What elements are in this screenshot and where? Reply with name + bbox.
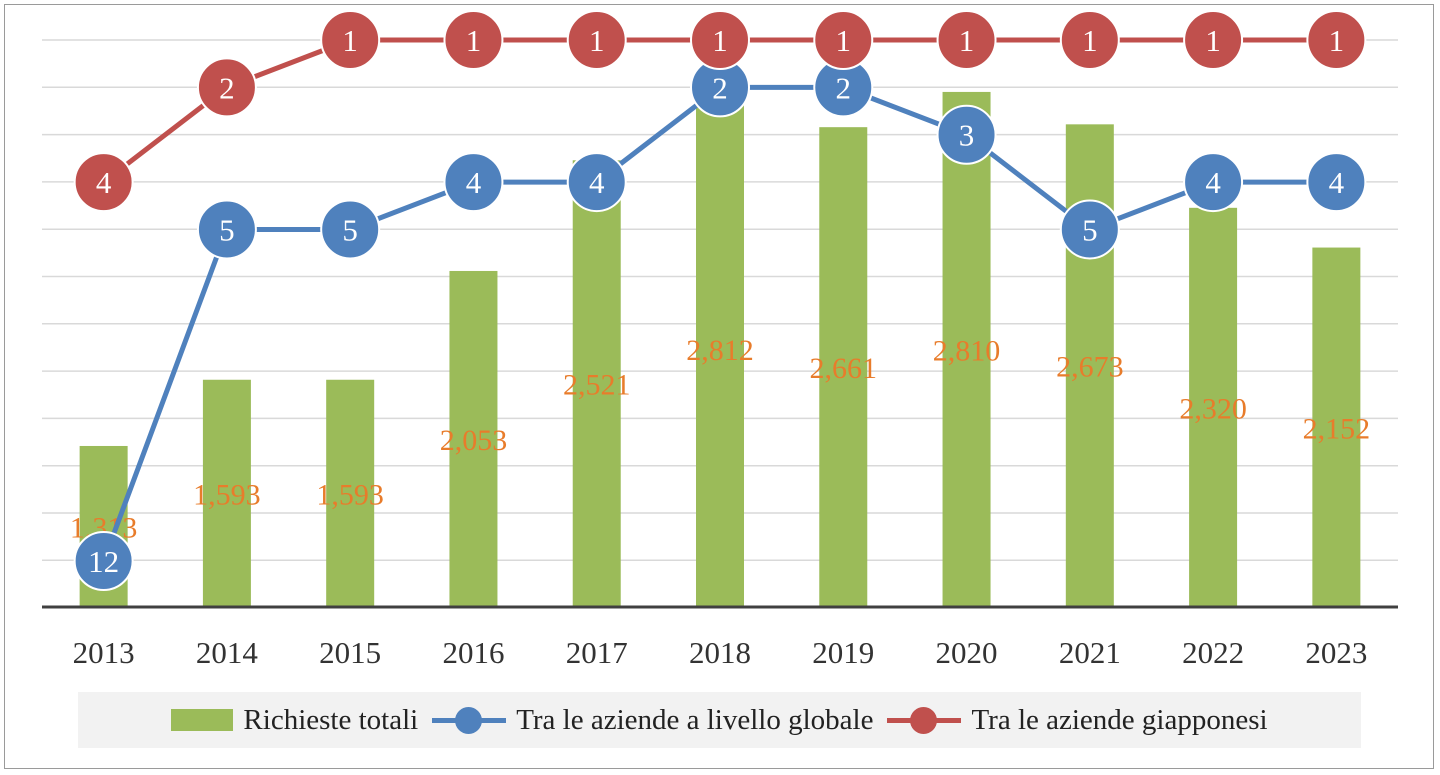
japan-rank-marker bbox=[196, 57, 257, 118]
global-rank-rank-label: 3 bbox=[959, 118, 975, 153]
x-tick-label: 2013 bbox=[73, 635, 135, 670]
japan-rank-marker bbox=[443, 10, 504, 70]
x-tick-label: 2018 bbox=[689, 635, 751, 670]
japan-rank-marker bbox=[936, 10, 997, 70]
x-tick-label: 2020 bbox=[936, 635, 998, 670]
global-rank-rank-label: 4 bbox=[1205, 165, 1221, 200]
bar-value-label: 2,053 bbox=[440, 424, 508, 457]
global-rank-marker bbox=[1306, 152, 1367, 213]
japan-rank-rank-label: 1 bbox=[959, 23, 975, 58]
japan-rank-rank-label: 1 bbox=[1082, 23, 1098, 58]
japan-rank-rank-label: 1 bbox=[466, 23, 482, 58]
x-tick-label: 2022 bbox=[1182, 635, 1244, 670]
japan-rank-rank-label: 1 bbox=[712, 23, 728, 58]
bar-2016 bbox=[449, 270, 498, 607]
japan-rank-marker bbox=[320, 10, 381, 70]
global-rank-rank-label: 5 bbox=[1082, 212, 1098, 247]
japan-rank-rank-label: 2 bbox=[219, 70, 235, 105]
legend-label-bars: Richieste totali bbox=[243, 703, 419, 736]
global-rank-marker bbox=[196, 199, 257, 260]
global-rank-marker bbox=[320, 199, 381, 260]
legend-label-global: Tra le aziende a livello globale bbox=[516, 703, 874, 736]
global-rank-rank-label: 4 bbox=[1329, 165, 1345, 200]
japan-rank-rank-label: 1 bbox=[589, 23, 605, 58]
x-tick-label: 2019 bbox=[812, 635, 874, 670]
legend-item-japan: Tra le aziende giapponesi bbox=[887, 703, 1268, 737]
global-rank-rank-label: 12 bbox=[88, 544, 119, 579]
bar-value-label: 2,152 bbox=[1303, 412, 1371, 445]
legend-swatch-bars bbox=[171, 709, 234, 731]
global-rank-rank-label: 4 bbox=[589, 165, 605, 200]
japan-rank-marker bbox=[1059, 10, 1120, 70]
legend-label-japan: Tra le aziende giapponesi bbox=[971, 703, 1268, 736]
global-rank-marker bbox=[566, 152, 627, 213]
global-rank-rank-label: 5 bbox=[219, 212, 235, 247]
x-tick-label: 2017 bbox=[566, 635, 628, 670]
japan-rank-marker bbox=[1306, 10, 1367, 70]
bar-2020 bbox=[942, 91, 991, 607]
japan-rank-marker bbox=[813, 10, 874, 70]
global-rank-marker bbox=[936, 104, 997, 165]
legend-item-global: Tra le aziende a livello globale bbox=[432, 704, 873, 737]
x-tick-label: 2016 bbox=[442, 635, 504, 670]
chart-legend: Richieste totali Tra le aziende a livell… bbox=[78, 692, 1361, 748]
x-tick-label: 2015 bbox=[319, 635, 381, 670]
global-rank-marker bbox=[73, 531, 134, 591]
bar-value-label: 1,593 bbox=[316, 478, 384, 511]
bar-2014 bbox=[202, 379, 251, 607]
bar-value-label: 1,593 bbox=[193, 478, 261, 511]
bar-value-label: 2,673 bbox=[1056, 351, 1124, 384]
global-rank-marker bbox=[1059, 199, 1120, 260]
bar-2015 bbox=[326, 379, 375, 607]
japan-rank-rank-label: 4 bbox=[96, 165, 112, 200]
japan-rank-marker bbox=[1183, 10, 1244, 70]
x-tick-label: 2014 bbox=[196, 635, 259, 670]
bar-2023 bbox=[1312, 247, 1361, 607]
bar-value-label: 2,320 bbox=[1179, 392, 1247, 425]
japan-rank-rank-label: 1 bbox=[836, 23, 852, 58]
bar-2019 bbox=[819, 127, 868, 608]
japan-rank-marker bbox=[690, 10, 750, 70]
bar-value-label: 2,810 bbox=[933, 334, 1001, 367]
japan-rank-rank-label: 1 bbox=[1329, 23, 1345, 58]
x-tick-label: 2021 bbox=[1059, 635, 1121, 670]
global-rank-marker bbox=[443, 152, 504, 213]
bar-value-label: 2,661 bbox=[810, 352, 878, 385]
global-rank-rank-label: 4 bbox=[466, 165, 482, 200]
bar-2022 bbox=[1189, 207, 1238, 607]
bar-2017 bbox=[572, 160, 621, 607]
global-rank-rank-label: 5 bbox=[342, 212, 358, 247]
global-rank-rank-label: 2 bbox=[836, 70, 852, 105]
japan-rank-marker bbox=[566, 10, 627, 70]
bar-2018 bbox=[696, 91, 744, 608]
legend-swatch-global bbox=[432, 705, 507, 735]
legend-swatch-japan bbox=[887, 705, 962, 735]
global-rank-marker bbox=[1183, 152, 1244, 213]
japan-rank-marker bbox=[73, 152, 134, 213]
legend-item-bars: Richieste totali bbox=[171, 704, 418, 737]
japan-rank-rank-label: 1 bbox=[1205, 23, 1221, 58]
global-rank-rank-label: 2 bbox=[712, 70, 728, 105]
japan-rank-rank-label: 1 bbox=[342, 23, 358, 58]
bar-value-label: 2,521 bbox=[563, 369, 631, 402]
x-tick-label: 2023 bbox=[1305, 635, 1367, 670]
bar-value-label: 2,812 bbox=[686, 334, 754, 367]
